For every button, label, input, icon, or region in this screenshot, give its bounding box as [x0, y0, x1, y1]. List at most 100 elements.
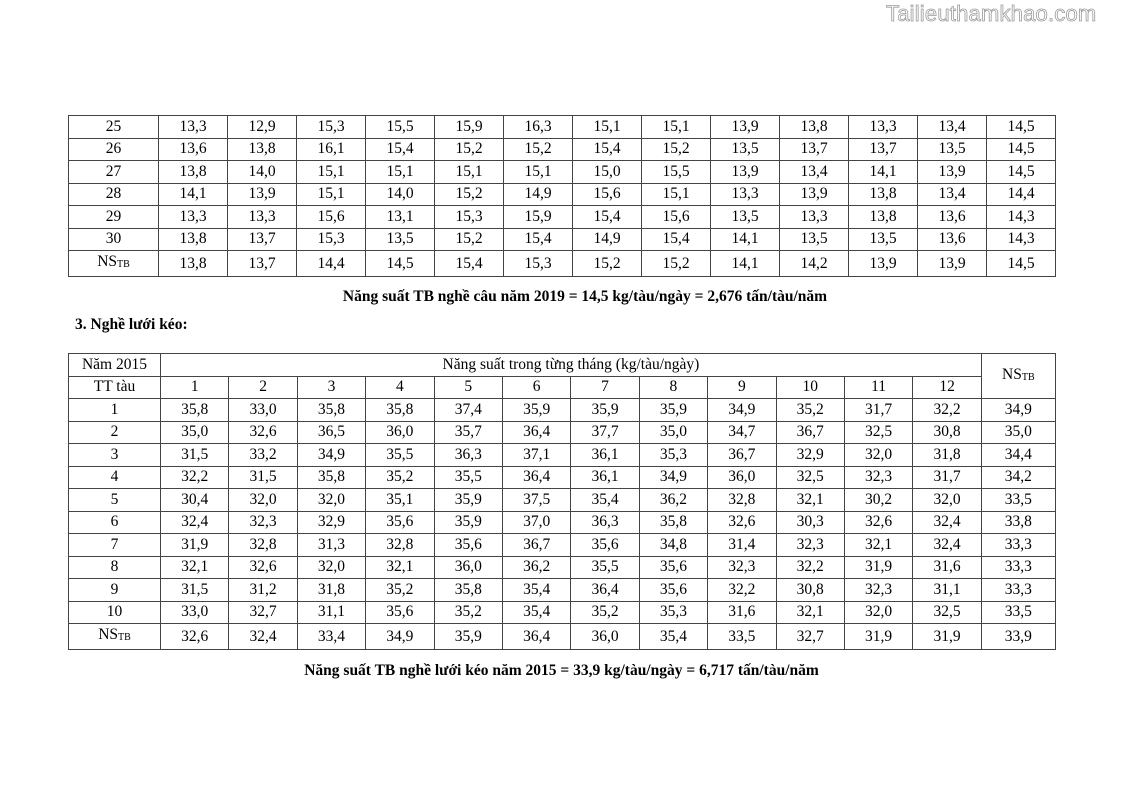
month-header: 5 [433, 375, 503, 399]
value-cell: 32,4 [912, 533, 982, 557]
row-id: 4 [68, 465, 161, 489]
value-cell: 32,0 [296, 555, 367, 579]
caption-luoi-keo-average: Năng suất TB nghề lưới kéo năm 2015 = 33… [304, 662, 819, 679]
value-cell: 33,3 [980, 555, 1056, 579]
month-header: 4 [365, 375, 435, 399]
value-cell: 35,9 [570, 398, 640, 422]
section-heading: 3. Nghề lưới kéo: [75, 316, 188, 333]
value-cell: 15,1 [365, 160, 435, 184]
value-cell: 34,8 [638, 533, 709, 557]
row-id: 5 [68, 488, 161, 512]
value-cell: 36,4 [501, 465, 572, 489]
value-cell: 35,8 [296, 398, 367, 422]
value-cell: 32,0 [296, 488, 367, 512]
value-cell: 36,1 [570, 443, 640, 467]
value-cell: 13,9 [227, 182, 297, 206]
value-cell: 13,9 [710, 115, 780, 139]
value-cell: 15,1 [641, 182, 711, 206]
value-cell: 32,1 [843, 533, 914, 557]
value-cell: 36,2 [638, 488, 709, 512]
value-cell: 35,8 [433, 578, 503, 602]
value-cell: 13,3 [779, 205, 849, 229]
value-cell: 15,6 [296, 205, 366, 229]
value-cell: 15,5 [641, 160, 711, 184]
average-cell: 32,6 [159, 623, 230, 650]
value-cell: 13,9 [917, 160, 987, 184]
value-cell: 14,3 [986, 205, 1056, 229]
value-cell: 32,3 [707, 555, 777, 579]
value-cell: 34,9 [980, 398, 1056, 422]
value-cell: 32,7 [228, 600, 298, 624]
value-cell: 35,5 [433, 465, 503, 489]
value-cell: 13,6 [917, 227, 987, 251]
value-cell: 36,1 [570, 465, 640, 489]
value-cell: 36,4 [501, 420, 572, 444]
value-cell: 31,9 [843, 555, 914, 579]
month-header: 12 [912, 375, 982, 399]
value-cell: 32,8 [707, 488, 777, 512]
value-cell: 13,3 [158, 205, 228, 229]
average-row: NSTB 32,6 32,4 33,4 34,9 35,9 36,4 36,0 35,4 33,5… [68, 623, 1056, 650]
value-cell: 35,4 [501, 578, 572, 602]
row-id: 7 [68, 533, 161, 557]
value-cell: 15,4 [641, 227, 711, 251]
value-cell: 13,8 [848, 182, 918, 206]
value-cell: 35,8 [296, 465, 367, 489]
group-header: Năng suất trong từng tháng (kg/tàu/ngày) [160, 353, 982, 377]
value-cell: 14,5 [986, 160, 1056, 184]
value-cell: 15,6 [641, 205, 711, 229]
value-cell: 35,6 [638, 555, 709, 579]
value-cell: 32,5 [843, 420, 914, 444]
value-cell: 13,6 [158, 137, 228, 161]
value-cell: 32,5 [912, 600, 982, 624]
row-id: 26 [68, 137, 159, 161]
value-cell: 32,6 [707, 510, 777, 534]
value-cell: 13,6 [917, 205, 987, 229]
table-row: 26 13,6 13,8 16,1 15,4 15,2 15,2 15,4 15,2 13,5 13… [68, 137, 1056, 161]
value-cell: 31,5 [159, 578, 230, 602]
value-cell: 13,5 [365, 227, 435, 251]
value-cell: 14,3 [986, 227, 1056, 251]
row-id: 1 [68, 398, 161, 422]
value-cell: 15,6 [572, 182, 642, 206]
table-row: 27 13,8 14,0 15,1 15,1 15,1 15,1 15,0 15,5 13,9 13… [68, 160, 1056, 184]
value-cell: 32,1 [775, 488, 845, 512]
value-cell: 13,7 [227, 227, 297, 251]
value-cell: 33,2 [228, 443, 298, 467]
value-cell: 15,2 [503, 137, 573, 161]
table-row: 5 30,4 32,0 32,0 35,1 35,9 37,5 35,4 36,2 32,8 32,… [68, 488, 1056, 512]
value-cell: 14,0 [365, 182, 435, 206]
value-cell: 32,0 [843, 600, 914, 624]
average-cell: 13,8 [158, 250, 228, 277]
value-cell: 14,5 [986, 137, 1056, 161]
value-cell: 35,4 [570, 488, 640, 512]
average-label-text: NS [97, 253, 118, 270]
row-id: 30 [68, 227, 159, 251]
value-cell: 35,4 [501, 600, 572, 624]
value-cell: 15,2 [434, 182, 504, 206]
value-cell: 37,1 [501, 443, 572, 467]
value-cell: 32,2 [775, 555, 845, 579]
month-header: 3 [296, 375, 367, 399]
average-label-text: NS [98, 626, 119, 643]
table-row: 30 13,8 13,7 15,3 13,5 15,2 15,4 14,9 15,4 14,1 13… [68, 227, 1056, 251]
value-cell: 32,4 [159, 510, 230, 534]
row-id: 29 [68, 205, 159, 229]
value-cell: 13,4 [917, 182, 987, 206]
average-cell: 15,4 [434, 250, 504, 277]
value-cell: 15,2 [434, 137, 504, 161]
average-cell: 14,5 [986, 250, 1056, 277]
average-cell: 13,9 [848, 250, 918, 277]
table-row: 4 32,2 31,5 35,8 35,2 35,5 36,4 36,1 34,9 36,0 32,… [68, 465, 1056, 489]
average-cell: 33,9 [980, 623, 1056, 650]
value-cell: 13,8 [848, 205, 918, 229]
month-header: 9 [707, 375, 777, 399]
row-id: 3 [68, 443, 161, 467]
average-cell: 14,4 [296, 250, 366, 277]
caption-cau-average: Năng suất TB nghề câu năm 2019 = 14,5 kg… [342, 288, 828, 305]
value-cell: 32,4 [912, 510, 982, 534]
value-cell: 30,2 [843, 488, 914, 512]
value-cell: 13,8 [158, 160, 228, 184]
table-row: 8 32,1 32,6 32,0 32,1 36,0 36,2 35,5 35,6 32,3 32,… [68, 555, 1056, 579]
value-cell: 31,5 [228, 465, 298, 489]
